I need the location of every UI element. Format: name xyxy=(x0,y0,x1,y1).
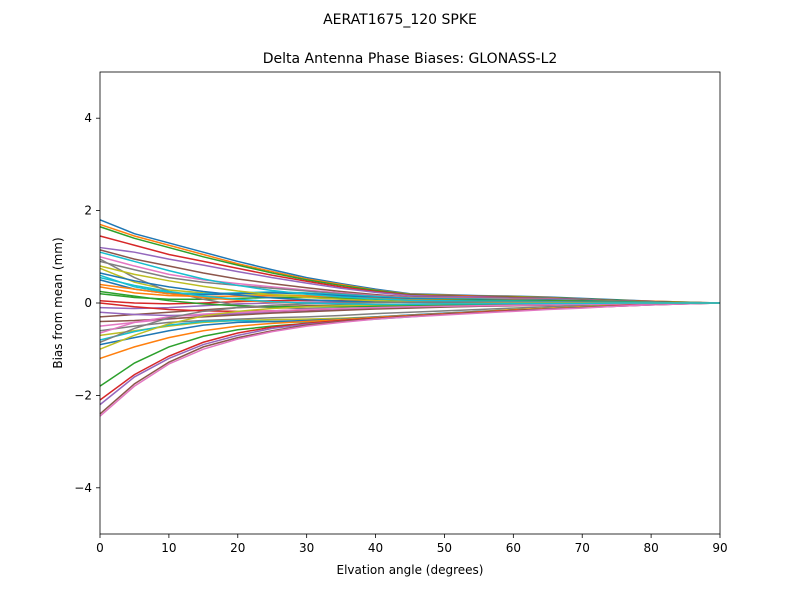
x-tick-label: 10 xyxy=(161,541,176,555)
y-axis-label: Bias from mean (mm) xyxy=(51,237,65,368)
x-tick-label: 30 xyxy=(299,541,314,555)
chart-title: Delta Antenna Phase Biases: GLONASS-L2 xyxy=(263,51,558,67)
y-tick-label: 0 xyxy=(84,296,92,310)
series-line-37 xyxy=(99,302,720,334)
x-tick-label: 80 xyxy=(643,541,658,555)
x-tick-label: 0 xyxy=(96,541,104,555)
x-tick-label: 50 xyxy=(437,541,452,555)
x-tick-label: 60 xyxy=(506,541,521,555)
y-axis-ticks: −4 −2 0 2 4 xyxy=(74,111,100,495)
x-axis-ticks: 0 10 20 30 40 50 60 70 80 90 xyxy=(96,534,728,555)
y-tick-label: 4 xyxy=(84,111,92,125)
figure-suptitle: AERAT1675_120 SPKE xyxy=(323,12,477,28)
x-tick-label: 90 xyxy=(712,541,727,555)
series-line-27 xyxy=(99,302,721,417)
x-tick-label: 20 xyxy=(230,541,245,555)
y-tick-label: −4 xyxy=(74,481,92,495)
y-tick-label: 2 xyxy=(84,204,92,218)
x-axis-label: Elvation angle (degrees) xyxy=(337,563,484,577)
series-group xyxy=(99,219,721,417)
y-tick-label: −2 xyxy=(74,388,92,402)
x-tick-label: 70 xyxy=(575,541,590,555)
series-line-40 xyxy=(99,276,720,306)
x-tick-label: 40 xyxy=(368,541,383,555)
